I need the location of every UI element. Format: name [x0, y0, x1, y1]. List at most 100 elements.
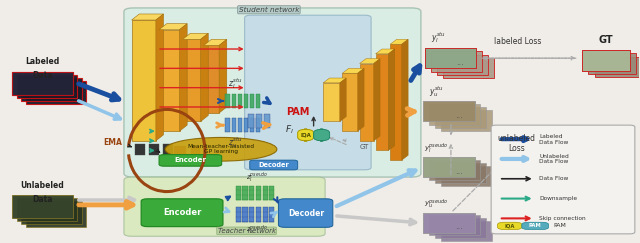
Text: $y_u^{stu}$: $y_u^{stu}$ — [429, 84, 444, 99]
Bar — [249, 207, 254, 222]
Bar — [256, 207, 261, 222]
Text: $y_l^{stu}$: $y_l^{stu}$ — [431, 30, 445, 45]
Bar — [163, 144, 173, 155]
Bar — [435, 218, 486, 238]
Bar — [264, 114, 269, 128]
Bar — [243, 207, 248, 222]
Text: Labeled: Labeled — [25, 57, 60, 66]
Bar — [12, 195, 73, 218]
Bar — [174, 146, 186, 160]
Bar — [204, 45, 219, 113]
Polygon shape — [376, 49, 395, 54]
Bar — [21, 201, 82, 224]
Bar — [441, 221, 492, 241]
Bar — [244, 118, 248, 132]
Text: unlabeled
Loss: unlabeled Loss — [498, 134, 536, 153]
FancyBboxPatch shape — [298, 129, 314, 141]
Bar — [429, 216, 480, 235]
Polygon shape — [182, 33, 208, 39]
Polygon shape — [179, 24, 187, 131]
Text: Data: Data — [32, 195, 52, 204]
Bar — [437, 55, 488, 75]
Bar — [323, 83, 340, 122]
Bar — [342, 73, 358, 131]
Bar — [435, 163, 486, 183]
Text: IQA: IQA — [504, 223, 515, 228]
Text: Decoder: Decoder — [259, 162, 289, 168]
Bar — [262, 207, 268, 222]
Bar — [26, 81, 86, 104]
Bar — [250, 94, 254, 108]
Text: $z_u^{pseudo}$: $z_u^{pseudo}$ — [246, 224, 269, 237]
Text: Encoder: Encoder — [163, 208, 201, 217]
Bar — [149, 144, 159, 155]
Polygon shape — [360, 59, 380, 63]
Bar — [232, 118, 236, 132]
FancyBboxPatch shape — [314, 129, 330, 141]
Bar — [236, 185, 241, 200]
Bar — [262, 185, 268, 200]
Bar — [225, 118, 230, 132]
Polygon shape — [402, 39, 408, 160]
Text: Data: Data — [32, 71, 52, 80]
Text: $z_u^{stu}$: $z_u^{stu}$ — [228, 135, 243, 150]
Bar — [424, 101, 474, 122]
FancyBboxPatch shape — [124, 8, 421, 177]
Text: GT: GT — [599, 35, 613, 45]
Polygon shape — [159, 24, 187, 30]
Bar — [243, 185, 248, 200]
FancyBboxPatch shape — [522, 222, 548, 229]
Bar — [582, 50, 630, 71]
Bar — [159, 30, 179, 131]
Text: Teacher network: Teacher network — [218, 228, 276, 234]
Text: PAM: PAM — [286, 107, 309, 117]
Bar — [256, 185, 261, 200]
Text: GP learning: GP learning — [204, 149, 238, 154]
Bar — [424, 156, 474, 177]
FancyBboxPatch shape — [278, 199, 333, 227]
Ellipse shape — [165, 138, 277, 161]
Bar — [237, 118, 242, 132]
Text: IQA: IQA — [300, 132, 311, 138]
Bar — [21, 78, 82, 101]
Bar — [191, 146, 200, 156]
Text: GT: GT — [360, 144, 369, 150]
Polygon shape — [340, 78, 346, 122]
Polygon shape — [374, 59, 380, 141]
Polygon shape — [390, 39, 408, 44]
Bar — [250, 118, 254, 132]
Bar — [244, 94, 248, 108]
Bar — [424, 156, 474, 177]
Text: PAM: PAM — [529, 223, 541, 228]
Bar — [269, 207, 275, 222]
Bar — [424, 213, 474, 233]
Text: Unlabeled: Unlabeled — [20, 181, 64, 190]
Bar — [429, 160, 480, 180]
Text: $F_l$: $F_l$ — [285, 124, 294, 136]
Bar — [441, 110, 492, 131]
Bar — [236, 207, 241, 222]
Bar — [232, 94, 236, 108]
FancyBboxPatch shape — [141, 199, 223, 227]
Text: Downsample: Downsample — [539, 196, 577, 201]
Bar — [435, 107, 486, 128]
Bar — [431, 51, 482, 72]
Text: $y_u^{pseudo}$: $y_u^{pseudo}$ — [424, 198, 449, 211]
Text: Encoder: Encoder — [174, 157, 206, 163]
Text: Mean-teacher-assisted: Mean-teacher-assisted — [188, 144, 255, 149]
Text: labeled Loss: labeled Loss — [494, 37, 541, 46]
Bar — [12, 72, 73, 95]
Text: ...: ... — [454, 166, 463, 175]
Bar — [256, 118, 260, 132]
Bar — [132, 20, 156, 141]
Bar — [441, 166, 492, 186]
Bar — [182, 39, 200, 121]
Bar — [17, 198, 77, 221]
Bar — [429, 104, 480, 125]
Text: Skip connection: Skip connection — [539, 216, 586, 221]
Text: EMA: EMA — [103, 138, 122, 147]
Bar — [582, 50, 630, 71]
FancyBboxPatch shape — [497, 222, 522, 229]
Bar — [426, 48, 476, 68]
Bar — [424, 101, 474, 122]
